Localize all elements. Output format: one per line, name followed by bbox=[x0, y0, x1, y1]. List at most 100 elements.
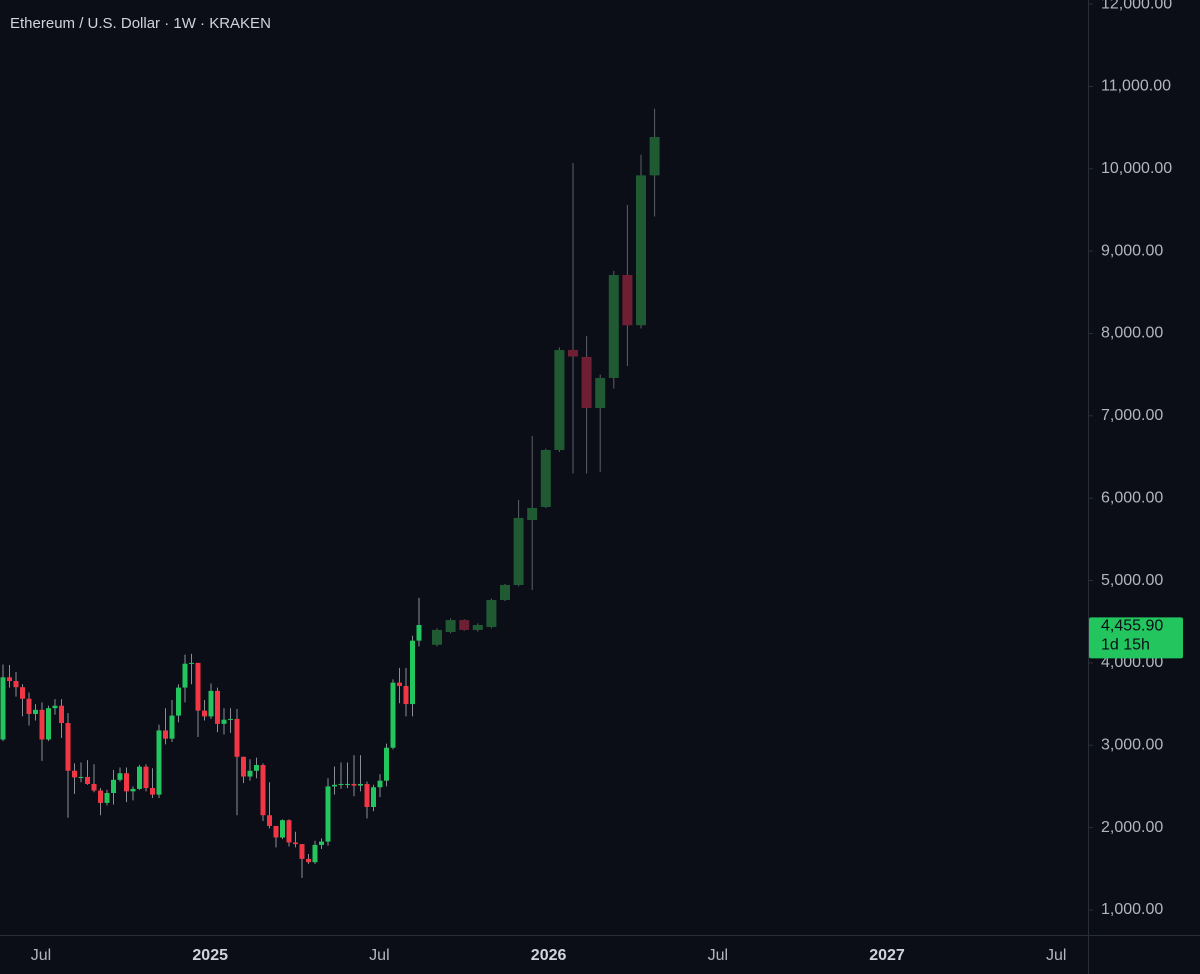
candle-body bbox=[371, 787, 376, 808]
candle-body bbox=[46, 708, 51, 740]
candle-body bbox=[221, 719, 227, 724]
candle-body bbox=[26, 698, 32, 714]
candle-body bbox=[273, 825, 279, 838]
candle-body bbox=[98, 790, 103, 803]
x-tick-label: 2025 bbox=[192, 947, 228, 964]
x-tick-label: Jul bbox=[1046, 947, 1066, 964]
candle-body bbox=[20, 687, 25, 699]
candle-body bbox=[150, 788, 155, 795]
candle-body bbox=[104, 793, 110, 803]
candle-body bbox=[7, 677, 12, 682]
y-tick-label: 12,000.00 bbox=[1101, 0, 1172, 12]
candle-body bbox=[445, 620, 456, 633]
x-tick-label: 2027 bbox=[869, 947, 905, 964]
candle-body bbox=[325, 786, 331, 842]
candle-body bbox=[338, 783, 344, 785]
candle-body bbox=[59, 705, 64, 724]
candle-body bbox=[254, 765, 259, 771]
candle-body bbox=[195, 662, 201, 711]
candle-body bbox=[202, 710, 207, 717]
candle-body bbox=[267, 815, 272, 826]
candle-body bbox=[351, 783, 357, 786]
candle-body bbox=[189, 662, 194, 664]
candle-body bbox=[364, 783, 370, 808]
candle-body bbox=[608, 274, 619, 378]
y-tick-label: 4,000.00 bbox=[1101, 654, 1163, 671]
candle-body bbox=[241, 756, 246, 777]
candle-body bbox=[130, 788, 136, 792]
candle-body bbox=[384, 747, 389, 781]
candle-body bbox=[91, 783, 97, 791]
x-tick-label: Jul bbox=[708, 947, 728, 964]
y-tick-label: 7,000.00 bbox=[1101, 407, 1163, 424]
candle-body bbox=[85, 776, 90, 784]
candle-body bbox=[234, 718, 240, 757]
candle-body bbox=[78, 776, 84, 778]
candle-body bbox=[247, 770, 253, 777]
candle-body bbox=[65, 723, 71, 771]
y-tick-label: 5,000.00 bbox=[1101, 572, 1163, 589]
candle-body bbox=[527, 507, 538, 521]
candle-body bbox=[332, 784, 337, 787]
candle-body bbox=[299, 844, 305, 859]
candle-body bbox=[410, 640, 415, 705]
candle-body bbox=[568, 349, 578, 357]
y-tick-label: 1,000.00 bbox=[1101, 901, 1163, 918]
candle-body bbox=[0, 677, 6, 740]
candle-body bbox=[432, 629, 442, 645]
candle-body bbox=[377, 780, 383, 788]
last-price-label: 4,455.90 bbox=[1101, 618, 1163, 635]
candle-body bbox=[286, 820, 292, 843]
candle-body bbox=[143, 766, 149, 789]
candle-body bbox=[280, 820, 285, 838]
candle-body bbox=[390, 682, 396, 748]
y-tick-label: 8,000.00 bbox=[1101, 325, 1163, 342]
countdown-label: 1d 15h bbox=[1101, 637, 1150, 654]
candle-body bbox=[486, 599, 497, 627]
candle-body bbox=[416, 625, 422, 641]
x-tick-label: Jul bbox=[31, 947, 51, 964]
candle-body bbox=[215, 690, 220, 724]
candle-body bbox=[293, 842, 298, 845]
candle-body bbox=[156, 730, 162, 795]
x-tick-label: 2026 bbox=[531, 947, 567, 964]
candle-body bbox=[260, 765, 266, 816]
y-tick-label: 10,000.00 bbox=[1101, 160, 1172, 177]
candle-body bbox=[124, 773, 129, 792]
y-tick-label: 6,000.00 bbox=[1101, 489, 1163, 506]
chart-title: Ethereum / U.S. Dollar · 1W · KRAKEN bbox=[10, 15, 271, 32]
candle-body bbox=[459, 620, 470, 630]
candle-body bbox=[581, 356, 592, 408]
candle-body bbox=[228, 718, 233, 720]
last-price-box bbox=[1089, 617, 1183, 659]
candle-body bbox=[13, 681, 19, 688]
candle-body bbox=[540, 449, 551, 507]
candle-body bbox=[163, 730, 168, 739]
candle-body bbox=[595, 377, 606, 408]
candle-body bbox=[312, 844, 318, 863]
candle-body bbox=[472, 625, 483, 630]
candle-body bbox=[554, 350, 565, 450]
candle-body bbox=[319, 841, 324, 845]
candle-body bbox=[500, 584, 510, 600]
candle-body bbox=[137, 766, 142, 789]
candle-body bbox=[176, 687, 181, 716]
y-tick-label: 3,000.00 bbox=[1101, 736, 1163, 753]
candle-body bbox=[39, 709, 45, 740]
x-tick-label: Jul bbox=[369, 947, 389, 964]
candle-body bbox=[345, 783, 350, 785]
candle-body bbox=[117, 773, 123, 780]
candle-body bbox=[52, 705, 58, 709]
candle-body bbox=[622, 274, 633, 326]
y-tick-label: 2,000.00 bbox=[1101, 819, 1163, 836]
candle-body bbox=[306, 858, 311, 863]
candle-body bbox=[169, 715, 175, 739]
y-tick-label: 9,000.00 bbox=[1101, 242, 1163, 259]
candle-body bbox=[208, 690, 214, 717]
candle-body bbox=[358, 783, 363, 786]
candle-body bbox=[649, 137, 660, 176]
y-tick-label: 11,000.00 bbox=[1101, 78, 1171, 95]
candle-body bbox=[397, 682, 402, 686]
